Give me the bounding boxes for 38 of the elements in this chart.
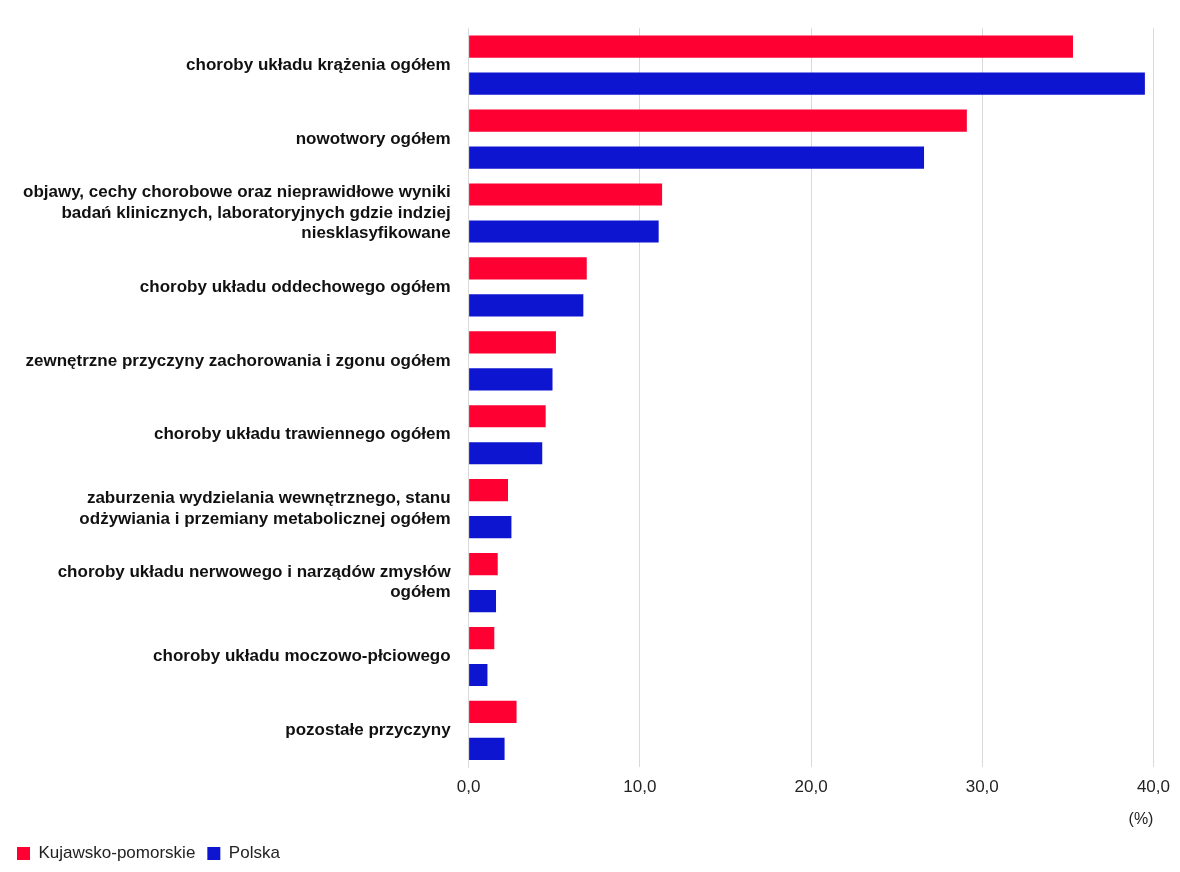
bar bbox=[469, 257, 587, 280]
y-tick-label: objawy, cechy chorobowe oraz nieprawidłowe wyniki badań klinicznych, laboratoryjnych gdzie indziej niesklasyfikowane bbox=[23, 182, 451, 243]
bar bbox=[469, 294, 584, 317]
legend-label: Kujawsko-pomorskie bbox=[38, 843, 196, 863]
y-tick-label: choroby układu trawiennego ogółem bbox=[154, 424, 451, 444]
bar bbox=[469, 663, 488, 687]
bar bbox=[469, 626, 495, 650]
bar bbox=[469, 700, 517, 724]
x-tick-label: 20,0 bbox=[794, 777, 828, 797]
bar bbox=[469, 589, 497, 613]
y-tick-label: nowotwory ogółem bbox=[295, 128, 451, 148]
x-axis-title: (%) bbox=[1128, 809, 1154, 827]
y-tick-label: choroby układu nerwowego i narządów zmysłów ogółem bbox=[57, 562, 452, 602]
bar bbox=[469, 368, 553, 391]
bar bbox=[469, 220, 659, 243]
y-tick-label: zewnętrzne przyczyny zachorowania i zgonu ogółem bbox=[25, 350, 451, 370]
bar bbox=[469, 331, 556, 354]
bar bbox=[469, 146, 925, 169]
bar bbox=[469, 35, 1073, 58]
y-tick-label: choroby układu krążenia ogółem bbox=[186, 54, 451, 74]
bar bbox=[469, 405, 546, 428]
y-tick-label: choroby układu moczowo-płciowego bbox=[153, 646, 451, 666]
bar bbox=[469, 442, 543, 465]
bar bbox=[469, 109, 967, 132]
legend-label: Polska bbox=[228, 843, 281, 863]
bar bbox=[469, 553, 498, 576]
y-tick-label: choroby układu oddechowego ogółem bbox=[139, 276, 451, 296]
bar bbox=[469, 737, 505, 761]
x-tick-label: 0,0 bbox=[456, 777, 481, 797]
bar bbox=[469, 479, 508, 502]
bar bbox=[469, 516, 512, 539]
x-tick-label: 30,0 bbox=[965, 777, 999, 797]
y-tick-label: pozostałe przyczyny bbox=[285, 720, 452, 740]
x-tick-label: 40,0 bbox=[1136, 777, 1170, 797]
y-tick-label: zaburzenia wydzielania wewnętrznego, stanu odżywiania i przemiany metabolicznej ogółem bbox=[79, 488, 451, 528]
bar bbox=[469, 72, 1145, 95]
bar bbox=[469, 183, 663, 206]
x-tick-label: 10,0 bbox=[623, 777, 657, 797]
